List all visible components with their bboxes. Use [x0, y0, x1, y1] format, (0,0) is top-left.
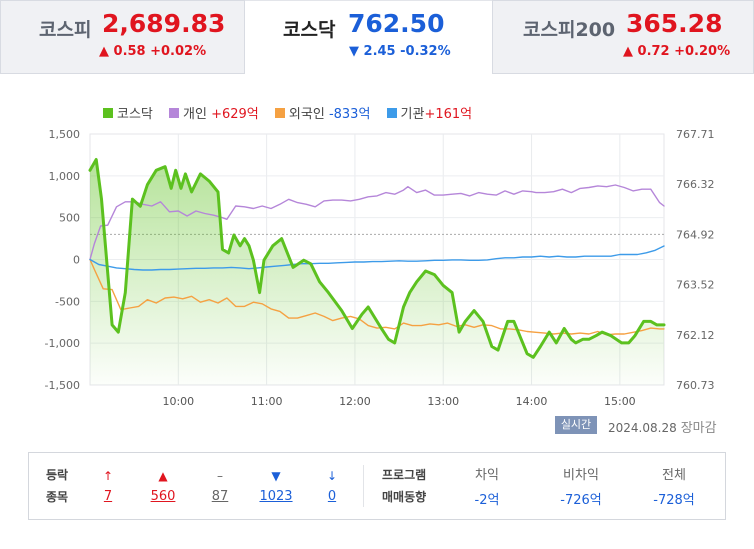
timestamp-date: 2024.08.28 [608, 421, 677, 435]
left-tick-label: -1,500 [45, 379, 80, 392]
right-tick-label: 766.32 [676, 178, 715, 191]
timestamp: 2024.08.28 장마감 [608, 417, 717, 436]
rise-fall-label-1: 등락 [46, 468, 69, 482]
program-label-1: 프로그램 [382, 468, 427, 482]
upper-limit-number[interactable]: 7 [103, 489, 113, 504]
fall-count[interactable]: ▼ 1023 [256, 467, 296, 504]
program-non-arbitrage-header: 비차익 [563, 468, 599, 483]
legend-kosdaq-swatch [103, 108, 113, 118]
rise-count[interactable]: ▲ 560 [143, 467, 183, 504]
kosdaq-series-line [88, 158, 666, 359]
program-arbitrage-value: -2억 [474, 493, 500, 508]
x-tick-label: 13:00 [427, 395, 459, 408]
left-tick-label: -1,000 [45, 337, 80, 350]
rise-icon: ▲ [158, 469, 168, 483]
chart-legend: 코스닥 개인 +629억 외국인 -833억 기관+161억 [103, 103, 484, 122]
rise-number[interactable]: 560 [150, 489, 176, 504]
legend-individual-label: 개인 [183, 107, 207, 122]
left-tick-label: -500 [55, 295, 80, 308]
lower-limit-number[interactable]: 0 [327, 489, 337, 504]
fall-icon: ▼ [271, 469, 281, 483]
market-summary-panel: 등락 종목 ↑ 7 ▲ 560 – 87 ▼ 1023 ↓ 0 프로그램 매매동… [28, 452, 726, 520]
program-total-value: -728억 [653, 493, 695, 508]
program-non-arbitrage-value: -726억 [560, 493, 602, 508]
program-total-header: 전체 [662, 468, 686, 483]
program-total: 전체 -728억 [629, 467, 719, 508]
left-tick-label: 1,500 [49, 128, 81, 141]
x-tick-label: 12:00 [339, 395, 371, 408]
legend-individual-swatch [169, 108, 180, 118]
legend-foreign-value: -833억 [328, 107, 371, 122]
individual-series-line [89, 184, 665, 261]
tab-kospi-change: ▲ 0.58 +0.02% [99, 44, 207, 59]
program-non-arbitrage: 비차익 -726억 [536, 467, 626, 508]
legend-foreign-label: 외국인 [288, 107, 325, 122]
realtime-badge[interactable]: 실시간 [555, 416, 597, 434]
right-tick-label: 767.71 [676, 128, 715, 141]
program-arbitrage-header: 차익 [475, 468, 499, 483]
rise-fall-label-2: 종목 [46, 490, 69, 504]
lower-limit-icon: ↓ [326, 469, 338, 483]
left-tick-label: 0 [73, 254, 80, 267]
legend-individual-value: +629억 [211, 107, 259, 122]
x-tick-label: 14:00 [516, 395, 548, 408]
right-tick-label: 760.73 [676, 379, 715, 392]
tab-kosdaq-name: 코스닥 [283, 19, 336, 41]
index-tabs: 코스피 2,689.83 ▲ 0.58 +0.02% 코스닥 762.50 ▼ … [0, 0, 754, 74]
tab-kosdaq[interactable]: 코스닥 762.50 ▼ 2.45 -0.32% [245, 0, 492, 74]
tab-kospi200-change: ▲ 0.72 +0.20% [623, 44, 731, 59]
tab-kosdaq-change: ▼ 2.45 -0.32% [349, 44, 451, 59]
x-tick-label: 11:00 [251, 395, 283, 408]
tab-kospi[interactable]: 코스피 2,689.83 ▲ 0.58 +0.02% [0, 0, 245, 74]
legend-foreign-swatch [274, 108, 285, 118]
program-label-2: 매매동향 [382, 490, 427, 504]
right-tick-label: 762.12 [676, 329, 715, 342]
upper-limit-icon: ↑ [102, 469, 114, 483]
legend-individual[interactable]: 개인 +629억 [169, 103, 259, 122]
legend-foreign[interactable]: 외국인 -833억 [274, 103, 371, 122]
lower-limit-count[interactable]: ↓ 0 [312, 467, 352, 504]
tab-kospi200[interactable]: 코스피200 365.28 ▲ 0.72 +0.20% [492, 0, 754, 74]
tab-kospi-name: 코스피 [39, 19, 92, 41]
legend-kosdaq-label: 코스닥 [117, 107, 153, 122]
tab-kospi200-name: 코스피200 [523, 19, 616, 41]
tab-kosdaq-value: 762.50 [348, 9, 445, 38]
x-tick-label: 10:00 [162, 395, 194, 408]
tab-kospi-value: 2,689.83 [102, 9, 226, 38]
legend-institution-value: +161억 [424, 107, 473, 122]
flat-icon: – [217, 469, 223, 483]
kosdaq-area [90, 159, 664, 385]
upper-limit-count[interactable]: ↑ 7 [88, 467, 128, 504]
institution-series-line [89, 245, 665, 271]
legend-institution-label: 기관 [400, 107, 425, 122]
right-tick-label: 763.52 [676, 279, 715, 292]
left-tick-label: 1,000 [49, 170, 81, 183]
program-arbitrage: 차익 -2억 [442, 467, 532, 508]
legend-kosdaq[interactable]: 코스닥 [103, 103, 153, 122]
left-tick-label: 500 [59, 212, 80, 225]
legend-institution-swatch [386, 108, 397, 118]
panel-divider [363, 465, 364, 507]
tab-kospi200-value: 365.28 [626, 9, 723, 38]
x-tick-label: 15:00 [604, 395, 636, 408]
market-close-label: 장마감 [680, 421, 717, 436]
fall-number[interactable]: 1023 [259, 489, 293, 504]
foreign-series-line [89, 258, 665, 336]
flat-number[interactable]: 87 [211, 489, 229, 504]
legend-institution[interactable]: 기관+161억 [386, 103, 473, 122]
right-tick-label: 764.92 [676, 228, 715, 241]
flat-count[interactable]: – 87 [200, 467, 240, 504]
